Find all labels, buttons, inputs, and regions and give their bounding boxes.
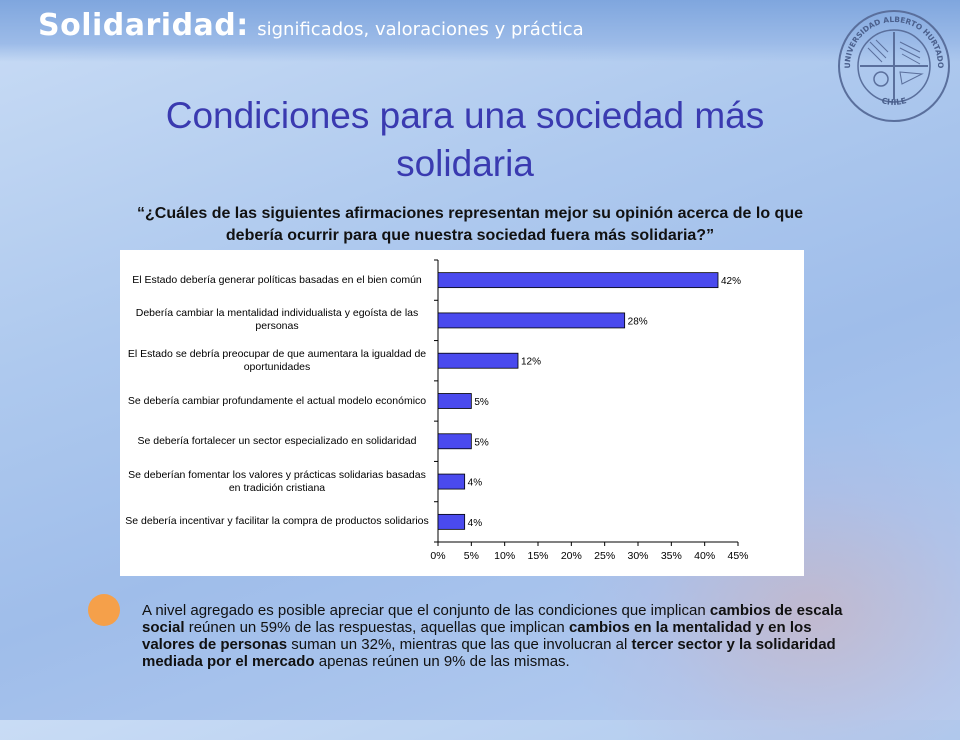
- slide-title: Condiciones para una sociedad más solida…: [165, 95, 765, 184]
- bar-chart-svg: 0% 5% 10% 15% 20% 25% 30% 35% 40% 45% 42% 28% 12% 5% 5…: [430, 259, 749, 562]
- summary-bold-1: cambios de escala social: [142, 602, 843, 636]
- category-label: Se debería fortalecer un sector especial…: [137, 434, 417, 447]
- x-tick-label: 25%: [594, 550, 615, 562]
- bar: [437, 352, 519, 369]
- summary-part-1: A nivel agregado es posible apreciar que…: [142, 602, 710, 619]
- bar: [437, 272, 719, 289]
- seal-bottom-text: CHILE: [881, 96, 908, 107]
- summary-part-3: suman un 32%, mientras que las que invol…: [287, 636, 632, 653]
- x-tick-label: 30%: [627, 550, 648, 562]
- bullet-icon: [88, 594, 120, 626]
- category-label: Se deberían fomentar los valores y práct…: [128, 468, 426, 494]
- data-label: 4%: [468, 478, 483, 489]
- svg-text:CHILE: CHILE: [881, 96, 908, 107]
- data-label: 28%: [628, 316, 648, 327]
- summary-bold-2: cambios en la mentalidad y en los valore…: [142, 619, 812, 653]
- header-bar: [0, 0, 960, 62]
- bar-chart: 0% 5% 10% 15% 20% 25% 30% 35% 40% 45% 42% 28% 12% 5% 5…: [120, 250, 804, 576]
- summary-part-4: apenas reúnen un 9% de las mismas.: [314, 653, 570, 670]
- brand-sub: significados, valoraciones y práctica: [257, 19, 584, 40]
- category-label: El Estado se debría preocupar de que aum…: [127, 347, 427, 373]
- x-tick-label: 0%: [430, 550, 445, 562]
- category-label: Se debería cambiar profundamente el actu…: [127, 394, 427, 407]
- bar: [437, 393, 472, 409]
- bar: [437, 312, 626, 329]
- data-label: 4%: [468, 518, 483, 529]
- survey-question: “¿Cuáles de las siguientes afirmaciones …: [137, 205, 803, 244]
- data-label: 5%: [474, 437, 489, 448]
- summary-part-2: reúnen un 59% de las respuestas, aquella…: [184, 619, 569, 636]
- brand-main: Solidaridad:: [38, 8, 249, 43]
- x-tick-label: 35%: [661, 550, 682, 562]
- university-seal-icon: UNIVERSIDAD ALBERTO HURTADO CHILE: [838, 10, 950, 122]
- summary-bold-3: tercer sector y la solidaridad mediada p…: [142, 636, 836, 670]
- category-label: El Estado debería generar políticas basa…: [132, 273, 422, 286]
- bar: [437, 513, 466, 530]
- summary-text: A nivel agregado es posible apreciar que…: [142, 602, 862, 670]
- data-label: 12%: [521, 357, 541, 368]
- data-label: 5%: [474, 397, 489, 408]
- x-tick-label: 5%: [464, 550, 479, 562]
- bar: [437, 473, 466, 490]
- category-label: Debería cambiar la mentalidad individual…: [135, 307, 419, 333]
- x-tick-label: 40%: [694, 550, 715, 562]
- x-tick-label: 10%: [494, 550, 515, 562]
- category-label: Se debería incentivar y facilitar la com…: [125, 515, 429, 528]
- x-tick-label: 45%: [727, 550, 748, 562]
- data-label: 42%: [721, 276, 741, 287]
- bar: [437, 433, 472, 450]
- brand-logo-text: Solidaridad: significados, valoraciones …: [38, 8, 584, 43]
- x-tick-label: 15%: [527, 550, 548, 562]
- x-tick-label: 20%: [561, 550, 582, 562]
